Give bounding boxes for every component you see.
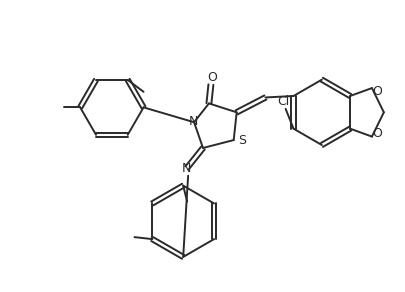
Text: O: O: [372, 127, 382, 140]
Text: N: N: [181, 162, 191, 175]
Text: Cl: Cl: [277, 95, 290, 108]
Text: N: N: [188, 115, 198, 128]
Text: O: O: [207, 71, 217, 84]
Text: O: O: [372, 84, 382, 98]
Text: S: S: [239, 133, 247, 147]
